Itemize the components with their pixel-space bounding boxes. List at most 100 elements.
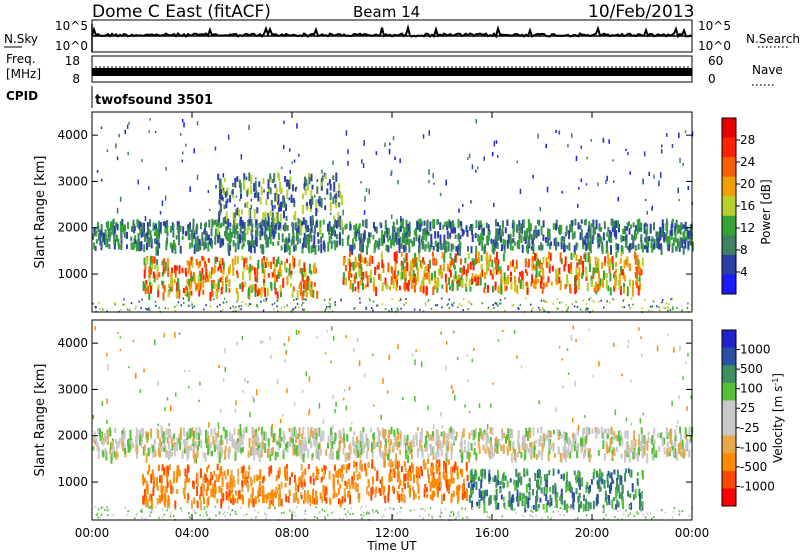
data-cell [605, 441, 608, 446]
data-cell [290, 270, 293, 276]
data-cell [612, 432, 615, 441]
data-cell [250, 185, 253, 195]
data-cell [173, 243, 176, 250]
data-cell [571, 417, 574, 423]
data-cell [532, 243, 535, 251]
data-cell [359, 279, 362, 286]
data-cell [162, 292, 165, 301]
data-cell [625, 445, 628, 453]
data-cell [602, 232, 605, 241]
data-cell [316, 208, 319, 213]
data-cell [556, 298, 559, 301]
data-cell [545, 237, 547, 243]
data-cell [425, 286, 428, 296]
data-cell [520, 451, 523, 459]
data-cell [202, 289, 205, 295]
data-cell [523, 468, 526, 477]
data-cell [336, 451, 339, 460]
data-cell [637, 259, 640, 266]
data-cell [371, 451, 374, 459]
data-cell [513, 241, 516, 246]
data-cell [424, 435, 427, 446]
data-cell [459, 267, 462, 273]
data-cell [666, 448, 669, 458]
data-cell [228, 288, 231, 293]
data-cell [461, 267, 464, 277]
data-cell [327, 442, 329, 449]
data-cell [581, 477, 584, 487]
data-cell [146, 488, 149, 495]
data-cell [467, 263, 470, 273]
data-cell [691, 242, 694, 252]
data-cell [104, 433, 107, 441]
data-cell [276, 291, 279, 299]
data-cell [301, 304, 303, 307]
data-cell [102, 232, 105, 241]
data-cell [293, 245, 296, 252]
data-cell [320, 178, 323, 185]
data-cell [236, 341, 239, 346]
data-cell [257, 450, 260, 458]
data-cell [240, 448, 243, 454]
data-cell [615, 489, 618, 499]
data-cell [370, 442, 373, 452]
data-cell [161, 490, 164, 500]
data-cell [187, 386, 190, 389]
data-cell [337, 487, 340, 495]
data-cell [535, 439, 538, 444]
data-cell [645, 229, 648, 240]
data-cell [567, 144, 569, 148]
data-cell [471, 500, 474, 510]
data-cell [463, 265, 465, 275]
data-cell [580, 501, 583, 507]
data-cell [449, 221, 452, 226]
data-cell [244, 202, 247, 208]
data-cell [376, 304, 378, 307]
data-cell [127, 443, 130, 453]
data-cell [250, 204, 253, 210]
data-cell [431, 490, 434, 501]
data-cell [407, 446, 410, 452]
date-title: 10/Feb/2013 [588, 2, 694, 22]
data-cell [578, 477, 580, 487]
data-cell [538, 245, 541, 251]
data-cell [466, 230, 469, 237]
data-cell [139, 389, 142, 393]
data-cell [168, 463, 171, 470]
data-cell [343, 397, 345, 401]
data-cell [394, 262, 397, 272]
data-cell [395, 250, 398, 256]
data-cell [96, 441, 99, 452]
data-cell [638, 276, 641, 282]
data-cell [279, 263, 282, 270]
data-cell [290, 428, 293, 438]
data-cell [423, 271, 426, 278]
data-cell [307, 435, 310, 444]
data-cell [149, 267, 152, 275]
data-cell [629, 493, 632, 498]
data-cell [450, 493, 453, 503]
data-cell [559, 252, 562, 262]
data-cell [266, 448, 269, 458]
data-cell [647, 431, 650, 436]
data-cell [424, 304, 427, 307]
data-cell [474, 469, 477, 477]
data-cell [253, 398, 255, 403]
data-cell [630, 243, 633, 250]
data-cell [600, 236, 603, 242]
data-cell [511, 245, 514, 251]
data-cell [122, 429, 125, 435]
data-cell [389, 459, 392, 469]
data-cell [525, 484, 528, 493]
data-cell [326, 306, 328, 308]
data-cell [234, 177, 237, 188]
data-cell [113, 225, 116, 233]
data-cell [330, 233, 333, 240]
data-cell [221, 309, 224, 312]
data-cell [392, 485, 394, 492]
data-cell [231, 478, 234, 487]
data-cell [635, 279, 638, 285]
data-cell [200, 486, 203, 497]
data-cell [450, 474, 453, 484]
data-cell [218, 453, 221, 464]
